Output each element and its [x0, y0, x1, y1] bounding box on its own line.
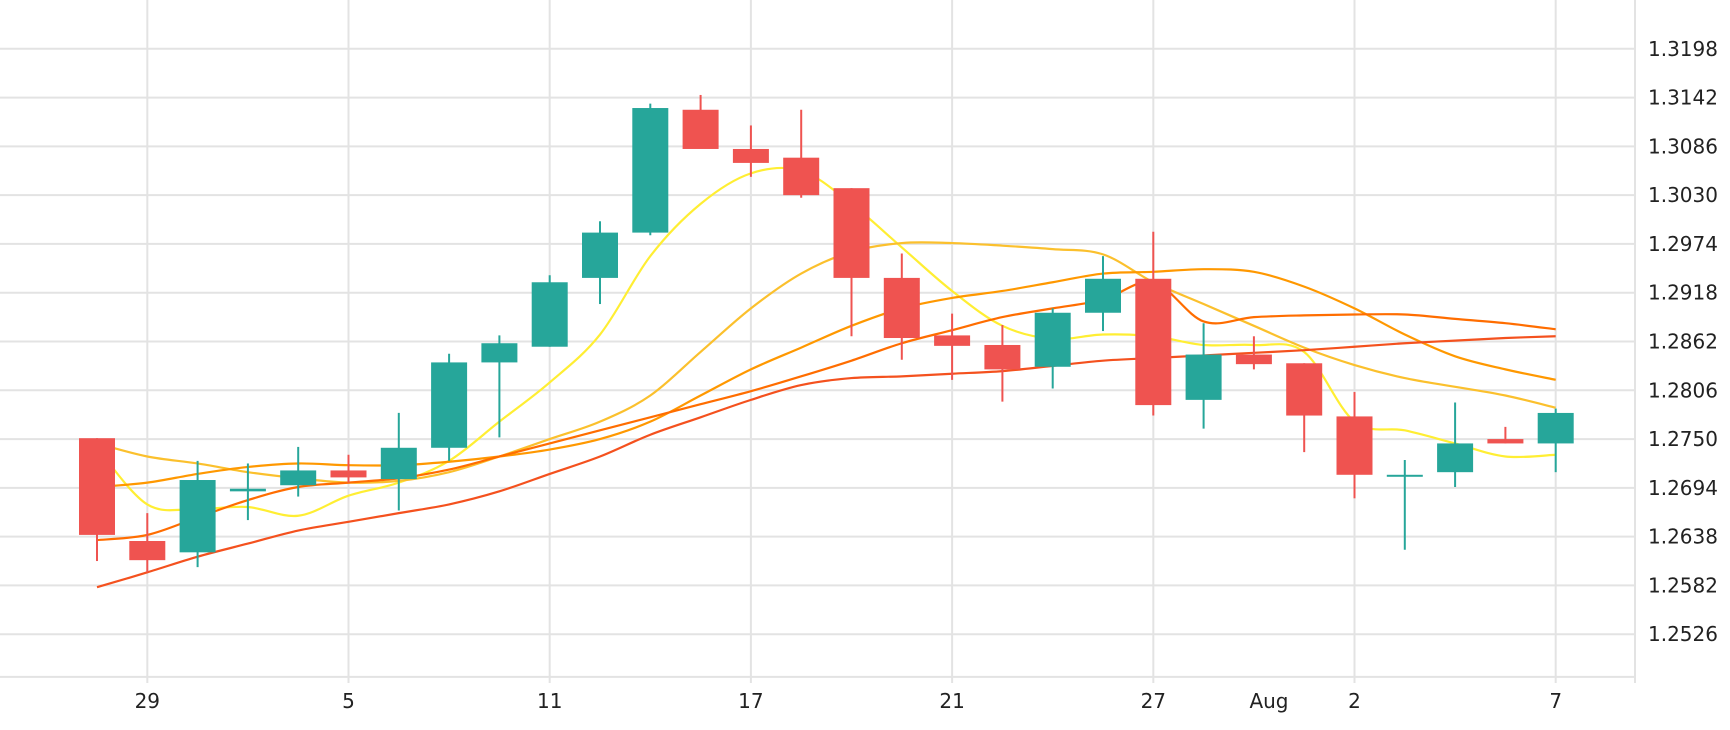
candle	[1537, 408, 1574, 473]
candle-body	[1537, 412, 1574, 444]
candle-body	[481, 343, 518, 363]
candle-body	[1286, 363, 1323, 416]
candle	[1135, 231, 1172, 416]
candle	[632, 103, 669, 236]
x-tick-label: 2	[1348, 689, 1361, 713]
candle	[481, 335, 518, 438]
candle-body	[431, 362, 468, 448]
moving-average-line-5	[96, 335, 1556, 589]
y-tick-label: 1.2694	[1648, 476, 1718, 500]
candle	[984, 324, 1021, 402]
candle	[1437, 402, 1474, 487]
candle-body	[229, 488, 266, 492]
candle-body	[984, 344, 1021, 370]
y-tick-label: 1.3030	[1648, 183, 1718, 207]
candle-body	[833, 188, 870, 278]
y-tick-label: 1.2526	[1648, 622, 1718, 646]
candle-body	[79, 438, 115, 535]
candle	[330, 454, 367, 483]
candle-body	[1034, 312, 1071, 367]
candle-body	[934, 335, 971, 346]
x-tick-label: 29	[135, 689, 160, 713]
x-axis-tick-labels: 29 5 11 17 21 27 Aug 2 7	[135, 689, 1562, 713]
candle	[79, 438, 115, 562]
candle-body	[1487, 439, 1524, 444]
candle-body	[129, 540, 166, 561]
candle-body	[280, 470, 317, 486]
x-tick-label: Aug	[1249, 689, 1288, 713]
candle	[129, 513, 166, 573]
candle	[1386, 459, 1423, 550]
y-tick-label: 1.3198	[1648, 37, 1718, 61]
y-tick-label: 1.2750	[1648, 427, 1718, 451]
candles	[79, 94, 1574, 573]
candle	[179, 460, 216, 568]
candle-body	[632, 108, 669, 233]
candle-body	[179, 480, 216, 553]
moving-average-lines	[96, 166, 1556, 589]
moving-average-line-3	[96, 268, 1556, 489]
candle	[682, 94, 719, 149]
x-tick-label: 17	[738, 689, 763, 713]
candle-body	[1437, 443, 1474, 473]
candle-body	[783, 157, 820, 196]
candle	[1235, 336, 1272, 370]
y-tick-label: 1.2582	[1648, 573, 1718, 597]
x-tick-label: 21	[939, 689, 964, 713]
candle	[531, 275, 568, 347]
x-tick-label: 27	[1141, 689, 1166, 713]
moving-average-line-4	[96, 280, 1556, 542]
candle	[380, 412, 417, 511]
candle-body	[883, 277, 920, 339]
candle	[833, 188, 870, 337]
y-tick-label: 1.2974	[1648, 232, 1718, 256]
y-axis-tick-labels: 1.2526 1.2582 1.2638 1.2694 1.2750 1.2806 1.28…	[1648, 37, 1718, 646]
candle	[1185, 323, 1222, 429]
candle-body	[1235, 354, 1272, 365]
candle	[1085, 256, 1121, 332]
candle-body	[1336, 416, 1373, 475]
candle-body	[531, 282, 568, 347]
candle	[732, 125, 769, 177]
y-tick-label: 1.2638	[1648, 525, 1718, 549]
candle-body	[682, 109, 719, 149]
candle-body	[1085, 278, 1121, 313]
candle	[1336, 392, 1373, 499]
candle	[1487, 426, 1524, 444]
candle	[1034, 308, 1071, 389]
y-tick-label: 1.3086	[1648, 134, 1718, 158]
x-tick-label: 5	[342, 689, 355, 713]
candle	[1286, 363, 1323, 453]
candle	[582, 221, 618, 305]
candle	[783, 109, 820, 198]
moving-average-line-1	[96, 166, 1556, 518]
candle-body	[1185, 354, 1222, 400]
y-tick-label: 1.2918	[1648, 281, 1718, 305]
candle-body	[330, 470, 367, 478]
y-tick-label: 1.3142	[1648, 86, 1718, 110]
candle	[280, 446, 317, 497]
candle	[431, 353, 468, 461]
x-tick-label: 11	[537, 689, 562, 713]
candle	[229, 463, 266, 521]
candle-body	[1135, 278, 1172, 406]
candle	[934, 313, 971, 380]
x-tick-label: 7	[1549, 689, 1562, 713]
candle-body	[582, 232, 618, 278]
candle-body	[1386, 474, 1423, 477]
candle-body	[732, 148, 769, 163]
y-tick-label: 1.2806	[1648, 378, 1718, 402]
candle-body	[380, 447, 417, 480]
candle	[883, 253, 920, 360]
y-tick-label: 1.2862	[1648, 330, 1718, 354]
